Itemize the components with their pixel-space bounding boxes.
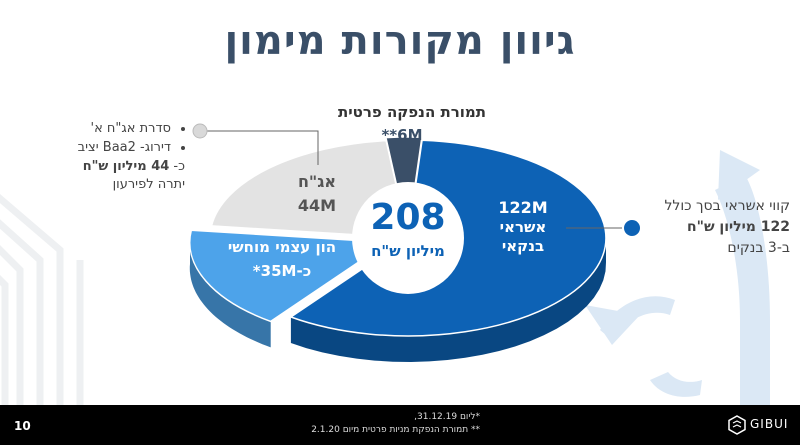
background-decoration (0, 150, 770, 405)
right-callout-dot (624, 220, 640, 236)
pie-chart (189, 123, 640, 362)
credit-lines-note: קווי אשראי בסך כולל 122 מיליון ש"ח ב-3 ב… (640, 196, 790, 259)
slice-label-private-name: תמורת הנפקה פרטית (337, 103, 487, 121)
center-unit: מיליון ש"ח (371, 242, 445, 260)
logo-text: GIBUI (750, 417, 789, 431)
center-total: 208 (370, 197, 446, 238)
footer-bar: 10 *ליום 31.12.19, ** תמורת הנפקת מניות … (0, 405, 800, 445)
left-callout-dot (192, 123, 208, 139)
bond-balance-caption: יתרה לפירעון (112, 177, 185, 192)
bond-balance-amount: 44 מיליון ש"ח (82, 159, 170, 174)
logo-hexagon-icon (728, 415, 746, 435)
footnote-1: *ליום 31.12.19, (414, 412, 480, 422)
pie-slice (189, 229, 391, 323)
bond-details-note: סדרת אג"ח א' דירוג- Baa2 יציב כ- 44 מילי… (40, 120, 185, 194)
company-logo: GIBUI (728, 413, 792, 437)
slice-label-equity-name: הון עצמי מוחשי (227, 238, 337, 256)
slice-label-bank-value: 122M (498, 198, 548, 217)
slice-label-bonds-name: אג"ח (297, 172, 337, 191)
page-number: 10 (14, 419, 31, 433)
credit-lines-banks: ב-3 בנקים (727, 240, 790, 256)
bond-rating-item: דירוג- Baa2 יציב (40, 139, 171, 157)
credit-lines-amount: 122 מיליון ש"ח (687, 219, 790, 235)
footnote-2: ** תמורת הנפקת מניות פרטית מיום 2.1.20 (311, 425, 480, 435)
curved-arrow-icon (585, 150, 770, 405)
grid-pattern-icon (0, 193, 84, 405)
pie-slice-side (290, 236, 606, 362)
bond-balance-line: כ- 44 מיליון ש"ח (40, 158, 185, 176)
pie-slice-side (189, 238, 271, 348)
credit-lines-caption: קווי אשראי בסך כולל (664, 198, 790, 214)
bond-balance-prefix: כ- (173, 159, 185, 174)
footnotes: *ליום 31.12.19, ** תמורת הנפקת מניות פרט… (240, 411, 480, 437)
slice-label-bank-name: אשראי בנקאי (499, 218, 547, 255)
page-title: גיוון מקורות מימון (224, 18, 576, 64)
slice-label-equity-value: כ-35M* (252, 262, 312, 280)
pie-depth (189, 236, 606, 362)
bond-series-item: סדרת אג"ח א' (40, 120, 171, 138)
connector-lines (205, 130, 622, 229)
center-circle (352, 182, 464, 294)
slice-label-private-value: 6M** (381, 126, 423, 144)
slice-label-bonds-value: 44M (297, 196, 337, 215)
